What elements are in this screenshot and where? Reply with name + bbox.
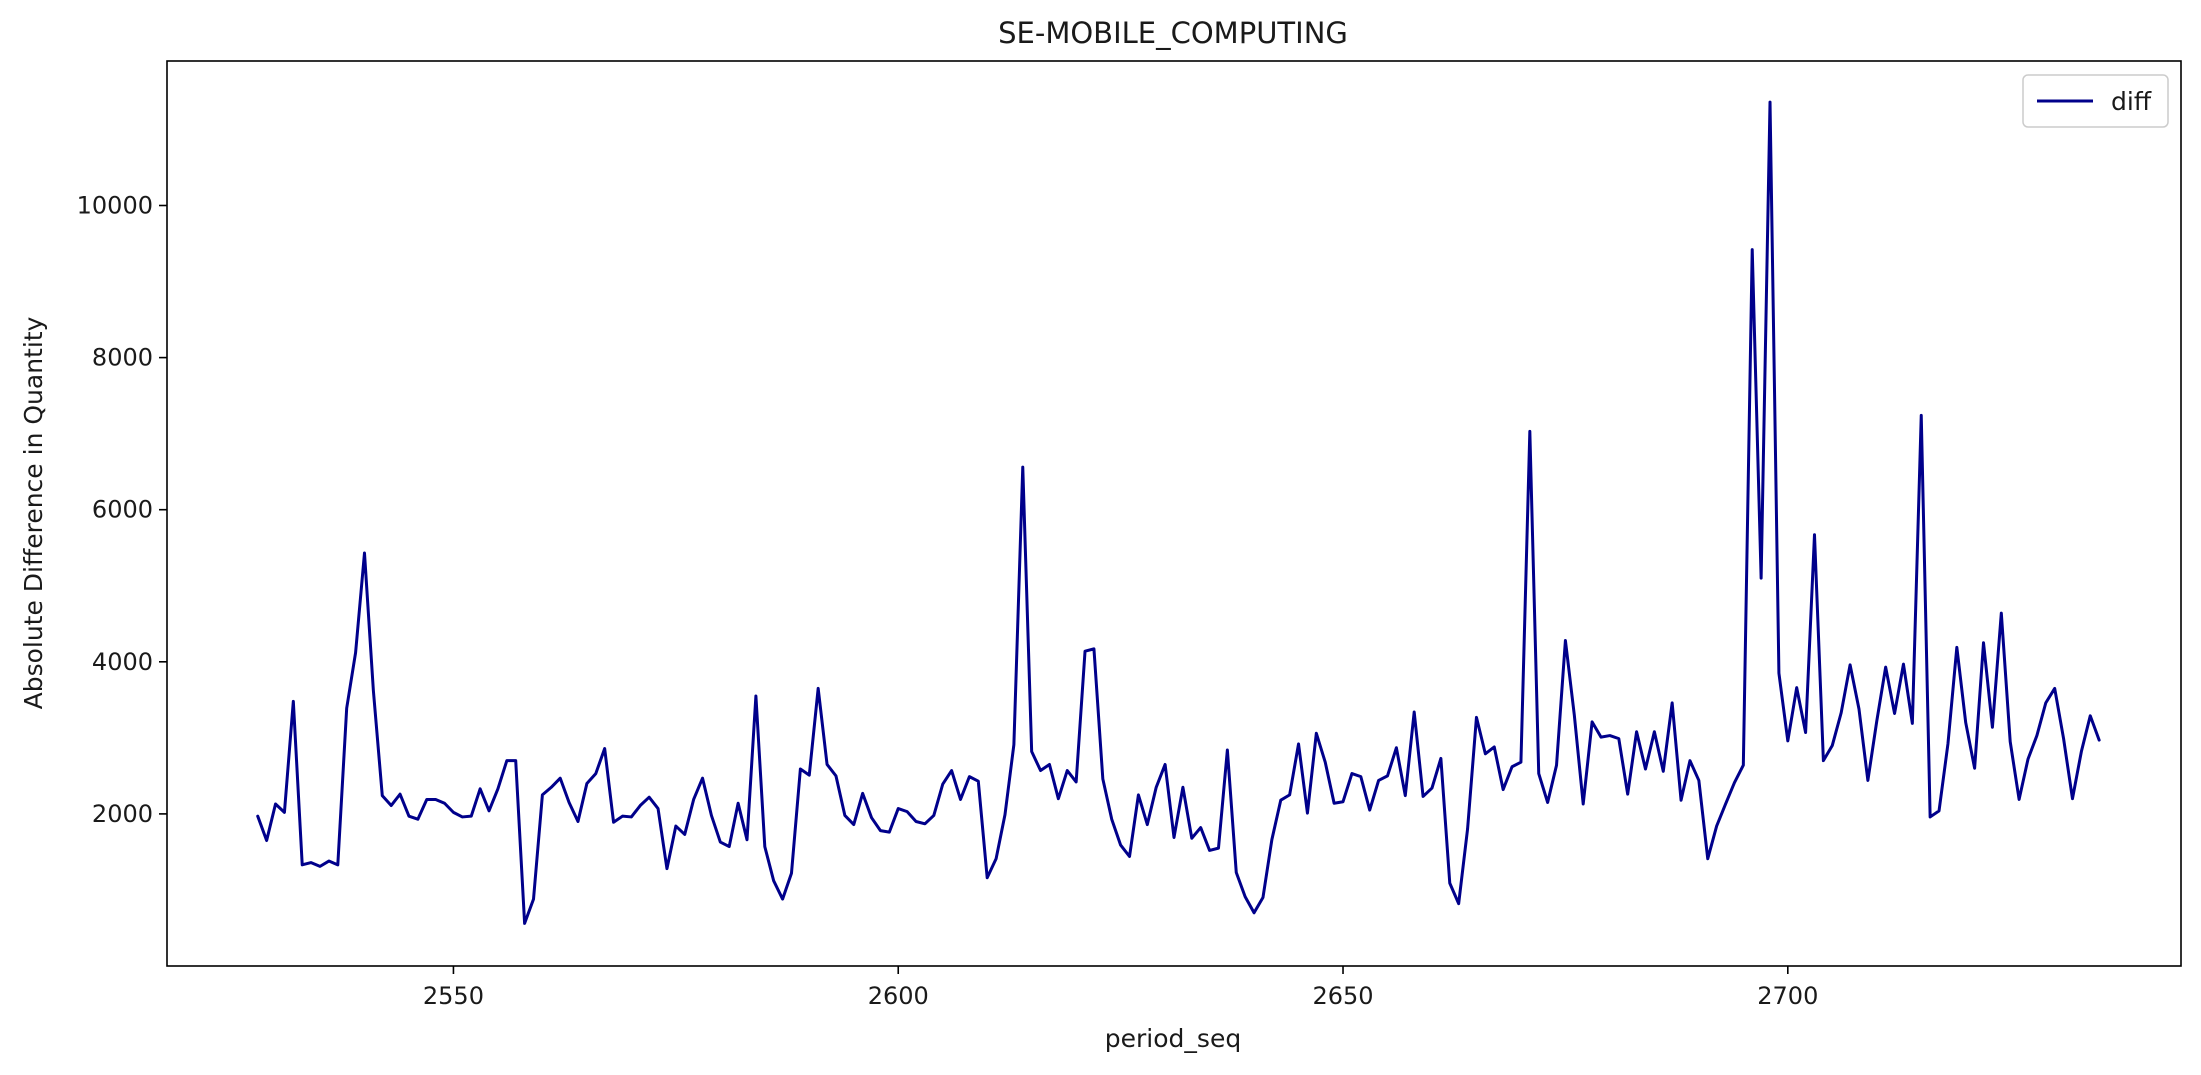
- y-tick-label: 6000: [92, 496, 153, 524]
- x-tick-label: 2650: [1312, 982, 1373, 1010]
- y-axis: 2000 4000 6000 8000 10000: [77, 191, 167, 828]
- legend-box: [2022, 74, 2169, 128]
- chart-title: SE-MOBILE_COMPUTING: [998, 16, 1348, 50]
- x-axis-label: period_seq: [1105, 1024, 1241, 1053]
- legend-label-diff: diff: [2111, 87, 2152, 116]
- plot-frame: [166, 60, 2182, 967]
- y-tick-label: 8000: [92, 344, 153, 372]
- x-axis: 2550 2600 2650 2700: [423, 966, 1818, 1010]
- y-axis-label: Absolute Difference in Quantity: [19, 316, 48, 709]
- y-tick-label: 4000: [92, 648, 153, 676]
- series-line-diff: [256, 100, 2101, 925]
- legend: diff: [2022, 74, 2169, 128]
- x-tick-label: 2550: [423, 982, 484, 1010]
- x-tick-label: 2700: [1757, 982, 1818, 1010]
- x-tick-label: 2600: [868, 982, 929, 1010]
- y-tick-label: 10000: [77, 191, 153, 219]
- series-layer: [256, 100, 2101, 925]
- y-tick-label: 2000: [92, 800, 153, 828]
- plot-area: [166, 60, 2182, 967]
